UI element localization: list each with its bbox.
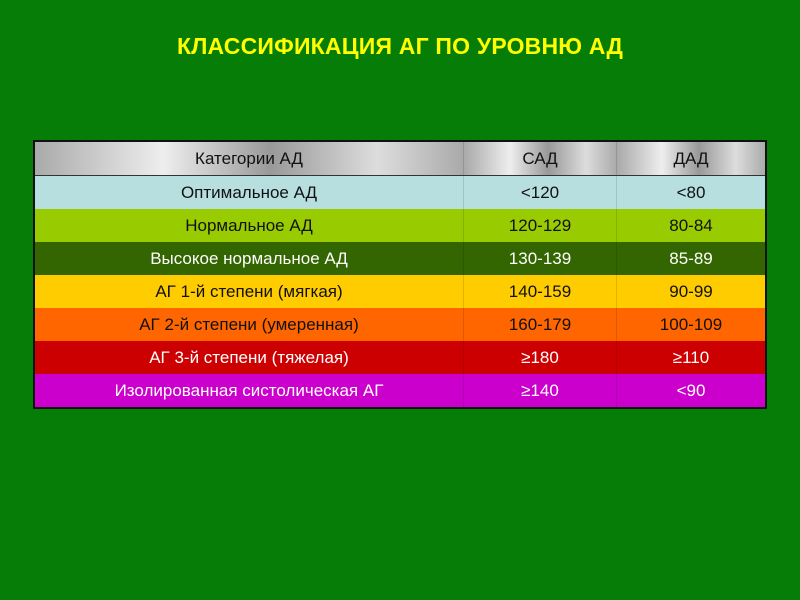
- category-cell: Высокое нормальное АД: [34, 242, 464, 275]
- dbp-cell: 85-89: [616, 242, 767, 275]
- category-cell: АГ 3-й степени (тяжелая): [34, 341, 464, 374]
- category-cell: АГ 1-й степени (мягкая): [34, 275, 464, 308]
- dbp-cell: ≥110: [616, 341, 767, 374]
- sbp-cell: 130-139: [463, 242, 617, 275]
- category-cell: Нормальное АД: [34, 209, 464, 242]
- table-header-row: Категории АД САД ДАД: [34, 141, 767, 176]
- header-dbp: ДАД: [616, 141, 767, 176]
- category-cell: Оптимальное АД: [34, 175, 464, 209]
- header-category: Категории АД: [34, 141, 464, 176]
- table-row: АГ 1-й степени (мягкая) 140-159 90-99: [34, 275, 767, 308]
- table-row: Оптимальное АД <120 <80: [34, 175, 767, 209]
- dbp-cell: <80: [616, 175, 767, 209]
- table-row: Высокое нормальное АД 130-139 85-89: [34, 242, 767, 275]
- dbp-cell: 80-84: [616, 209, 767, 242]
- category-cell: Изолированная систолическая АГ: [34, 374, 464, 408]
- table-row: Изолированная систолическая АГ ≥140 <90: [34, 374, 767, 408]
- dbp-cell: 100-109: [616, 308, 767, 341]
- sbp-cell: ≥180: [463, 341, 617, 374]
- dbp-cell: <90: [616, 374, 767, 408]
- category-cell: АГ 2-й степени (умеренная): [34, 308, 464, 341]
- sbp-cell: 140-159: [463, 275, 617, 308]
- table-row: АГ 3-й степени (тяжелая) ≥180 ≥110: [34, 341, 767, 374]
- dbp-cell: 90-99: [616, 275, 767, 308]
- table-row: АГ 2-й степени (умеренная) 160-179 100-109: [34, 308, 767, 341]
- bp-classification-table: Категории АД САД ДАД Оптимальное АД <120 <…: [33, 140, 767, 409]
- sbp-cell: 120-129: [463, 209, 617, 242]
- sbp-cell: <120: [463, 175, 617, 209]
- sbp-cell: 160-179: [463, 308, 617, 341]
- slide-title: КЛАССИФИКАЦИЯ АГ ПО УРОВНЮ АД: [176, 33, 624, 59]
- table-row: Нормальное АД 120-129 80-84: [34, 209, 767, 242]
- sbp-cell: ≥140: [463, 374, 617, 408]
- header-sbp: САД: [463, 141, 617, 176]
